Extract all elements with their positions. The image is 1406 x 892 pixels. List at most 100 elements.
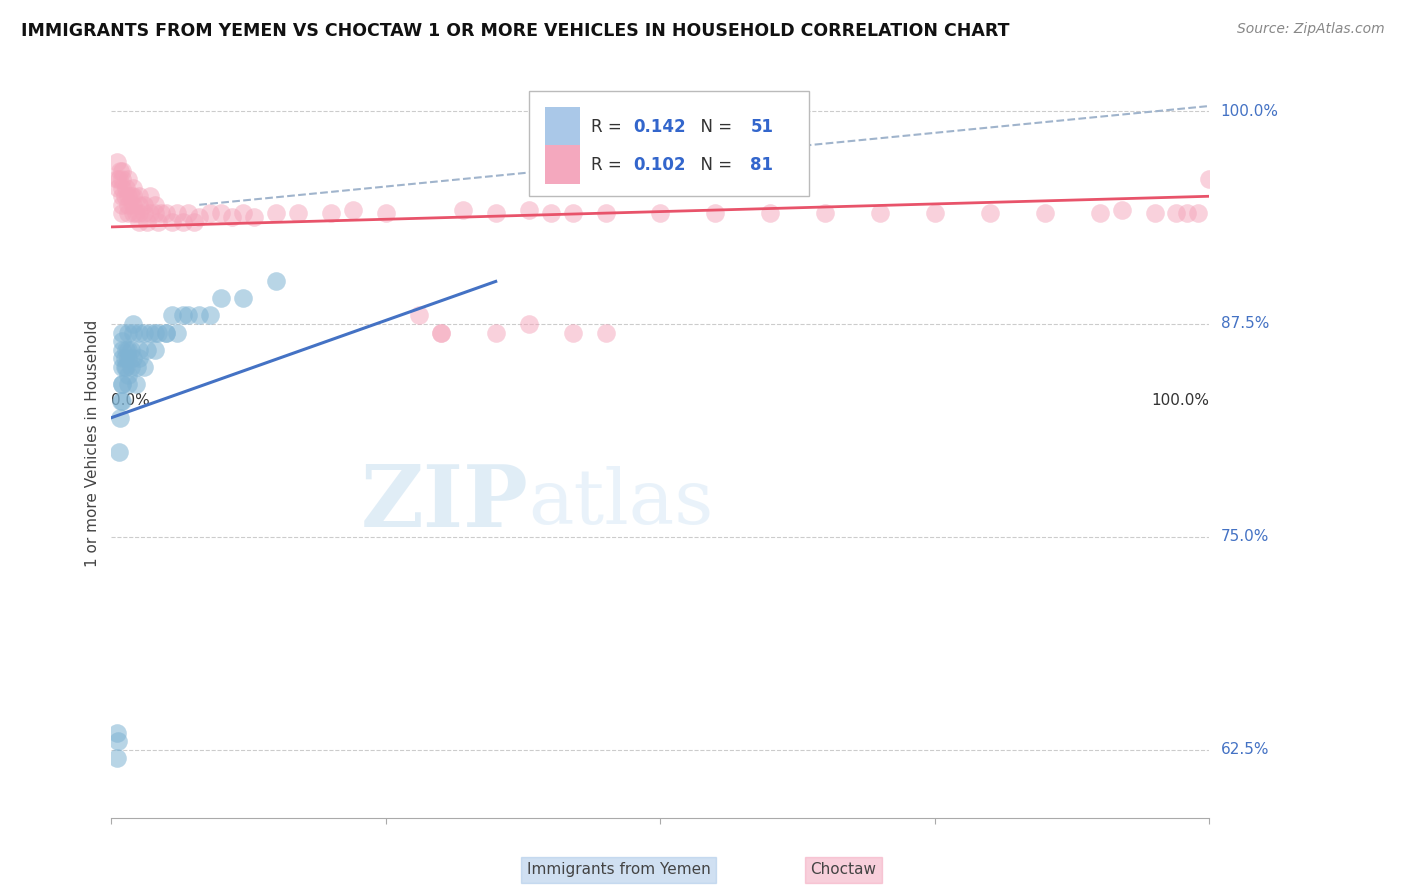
Point: [561, 326, 583, 340]
Point: [200, 206, 222, 220]
Point: [128, 215, 150, 229]
Point: [128, 351, 150, 365]
Point: [111, 163, 134, 178]
Y-axis label: 1 or more Vehicles in Household: 1 or more Vehicles in Household: [86, 319, 100, 566]
Point: [139, 326, 162, 340]
Point: [155, 326, 177, 340]
Point: [209, 292, 232, 306]
Point: [160, 215, 183, 229]
Point: [200, 309, 222, 323]
Point: [1088, 206, 1111, 220]
Point: [517, 317, 540, 331]
Text: ZIP: ZIP: [361, 461, 529, 545]
Point: [134, 326, 156, 340]
Point: [264, 206, 287, 220]
Point: [120, 343, 142, 357]
Text: 81: 81: [751, 156, 773, 174]
Point: [107, 180, 129, 194]
Point: [595, 206, 617, 220]
Point: [108, 172, 131, 186]
Point: [1033, 206, 1056, 220]
Text: 0.102: 0.102: [633, 156, 686, 174]
Point: [139, 206, 162, 220]
FancyBboxPatch shape: [546, 145, 581, 185]
Point: [117, 198, 139, 212]
Point: [374, 206, 396, 220]
Point: [166, 206, 188, 220]
Point: [430, 326, 453, 340]
Point: [595, 326, 617, 340]
Point: [111, 172, 134, 186]
Point: [143, 326, 166, 340]
Point: [114, 180, 136, 194]
Point: [114, 343, 136, 357]
Point: [111, 198, 134, 212]
Point: [122, 198, 145, 212]
Point: [108, 163, 131, 178]
Text: 0.142: 0.142: [633, 118, 686, 136]
Point: [342, 202, 364, 217]
Point: [108, 410, 131, 425]
Point: [155, 326, 177, 340]
Point: [111, 376, 134, 391]
Point: [143, 343, 166, 357]
Point: [924, 206, 946, 220]
Text: 100.0%: 100.0%: [1220, 103, 1278, 119]
Text: Choctaw: Choctaw: [811, 863, 876, 877]
Text: 75.0%: 75.0%: [1220, 529, 1268, 544]
Point: [122, 351, 145, 365]
Point: [979, 206, 1001, 220]
Text: 87.5%: 87.5%: [1220, 317, 1268, 332]
Text: IMMIGRANTS FROM YEMEN VS CHOCTAW 1 OR MORE VEHICLES IN HOUSEHOLD CORRELATION CHA: IMMIGRANTS FROM YEMEN VS CHOCTAW 1 OR MO…: [21, 22, 1010, 40]
Point: [485, 326, 508, 340]
Point: [485, 206, 508, 220]
Point: [122, 189, 145, 203]
Point: [232, 206, 254, 220]
Point: [111, 334, 134, 348]
Point: [114, 359, 136, 374]
Point: [430, 326, 453, 340]
Point: [188, 309, 211, 323]
Point: [128, 198, 150, 212]
Point: [561, 206, 583, 220]
Point: [160, 309, 183, 323]
Point: [108, 444, 131, 458]
Point: [117, 368, 139, 383]
Point: [1198, 172, 1220, 186]
Point: [1111, 202, 1133, 217]
Point: [120, 189, 142, 203]
Point: [122, 317, 145, 331]
Point: [134, 206, 156, 220]
Point: [146, 215, 169, 229]
Point: [111, 393, 134, 408]
Point: [172, 215, 194, 229]
Point: [540, 206, 562, 220]
FancyBboxPatch shape: [529, 91, 808, 196]
Point: [114, 359, 136, 374]
Text: Source: ZipAtlas.com: Source: ZipAtlas.com: [1237, 22, 1385, 37]
Text: 0.0%: 0.0%: [111, 393, 150, 408]
Point: [105, 725, 128, 739]
Text: R =: R =: [592, 156, 627, 174]
Point: [1143, 206, 1166, 220]
Point: [111, 180, 134, 194]
Text: N =: N =: [690, 156, 737, 174]
Text: R =: R =: [592, 118, 627, 136]
Point: [117, 206, 139, 220]
Point: [110, 393, 132, 408]
Text: 62.5%: 62.5%: [1220, 742, 1270, 757]
Point: [650, 206, 672, 220]
Point: [139, 189, 162, 203]
Point: [135, 343, 157, 357]
Point: [1166, 206, 1188, 220]
Point: [869, 206, 891, 220]
Point: [1177, 206, 1199, 220]
Point: [117, 172, 139, 186]
Point: [188, 210, 211, 224]
Point: [107, 734, 129, 748]
Point: [172, 309, 194, 323]
Point: [319, 206, 342, 220]
Point: [759, 206, 782, 220]
Point: [704, 206, 727, 220]
Point: [243, 210, 266, 224]
